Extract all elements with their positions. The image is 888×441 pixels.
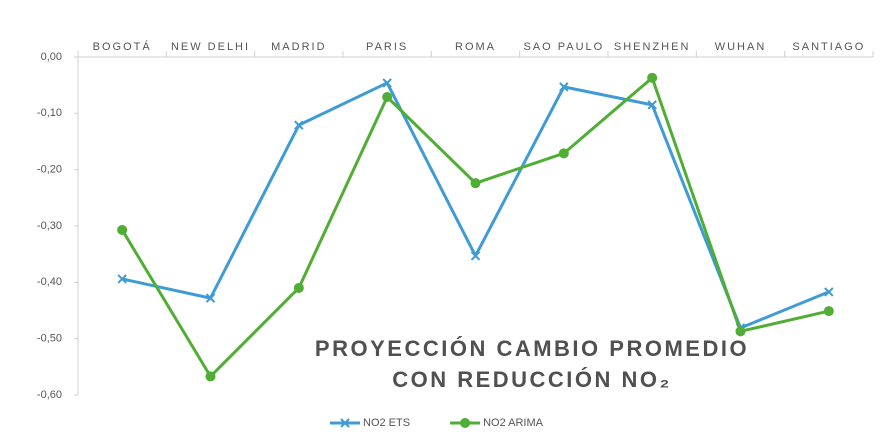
x-tick-label: SHENZHEN bbox=[613, 41, 691, 53]
marker bbox=[735, 326, 746, 337]
marker bbox=[382, 91, 393, 102]
y-tick-label: -0,60 bbox=[37, 389, 62, 401]
marker bbox=[647, 72, 658, 83]
marker bbox=[205, 371, 216, 382]
marker bbox=[558, 148, 569, 159]
marker bbox=[647, 100, 657, 110]
y-tick-label: -0,20 bbox=[37, 164, 62, 176]
marker bbox=[205, 293, 216, 303]
marker bbox=[294, 120, 304, 130]
x-tick-label: WUHAN bbox=[714, 41, 767, 53]
marker bbox=[824, 287, 834, 297]
series-line bbox=[121, 81, 830, 330]
marker bbox=[293, 282, 304, 293]
y-tick-label: -0,10 bbox=[37, 107, 62, 119]
x-tick-label: PARIS bbox=[366, 41, 409, 53]
chart-title: CON REDUCCIÓN NO₂ bbox=[392, 367, 672, 392]
y-tick-label: -0,40 bbox=[37, 276, 62, 288]
y-tick-label: -0,30 bbox=[37, 220, 62, 232]
chart-title: PROYECCIÓN CAMBIO PROMEDIO bbox=[315, 336, 749, 361]
marker bbox=[470, 251, 481, 261]
legend-label: NO2 ARIMA bbox=[483, 417, 544, 429]
legend-marker bbox=[340, 418, 350, 428]
marker bbox=[117, 274, 127, 284]
x-tick-label: SAO PAULO bbox=[523, 41, 605, 53]
marker bbox=[470, 178, 481, 189]
marker bbox=[559, 82, 569, 92]
series-line bbox=[120, 76, 830, 378]
legend-marker bbox=[460, 418, 471, 428]
marker bbox=[117, 224, 128, 235]
x-tick-label: ROMA bbox=[455, 41, 496, 53]
x-tick-label: NEW DELHI bbox=[170, 41, 251, 53]
y-tick-label: 0,00 bbox=[41, 51, 62, 63]
x-tick-label: MADRID bbox=[271, 41, 327, 53]
x-tick-label: BOGOTÁ bbox=[92, 41, 152, 53]
marker bbox=[823, 306, 834, 317]
y-tick-label: -0,50 bbox=[37, 333, 62, 345]
legend-label: NO2 ETS bbox=[363, 417, 410, 429]
x-tick-label: SANTIAGO bbox=[792, 41, 866, 53]
marker bbox=[382, 78, 392, 88]
